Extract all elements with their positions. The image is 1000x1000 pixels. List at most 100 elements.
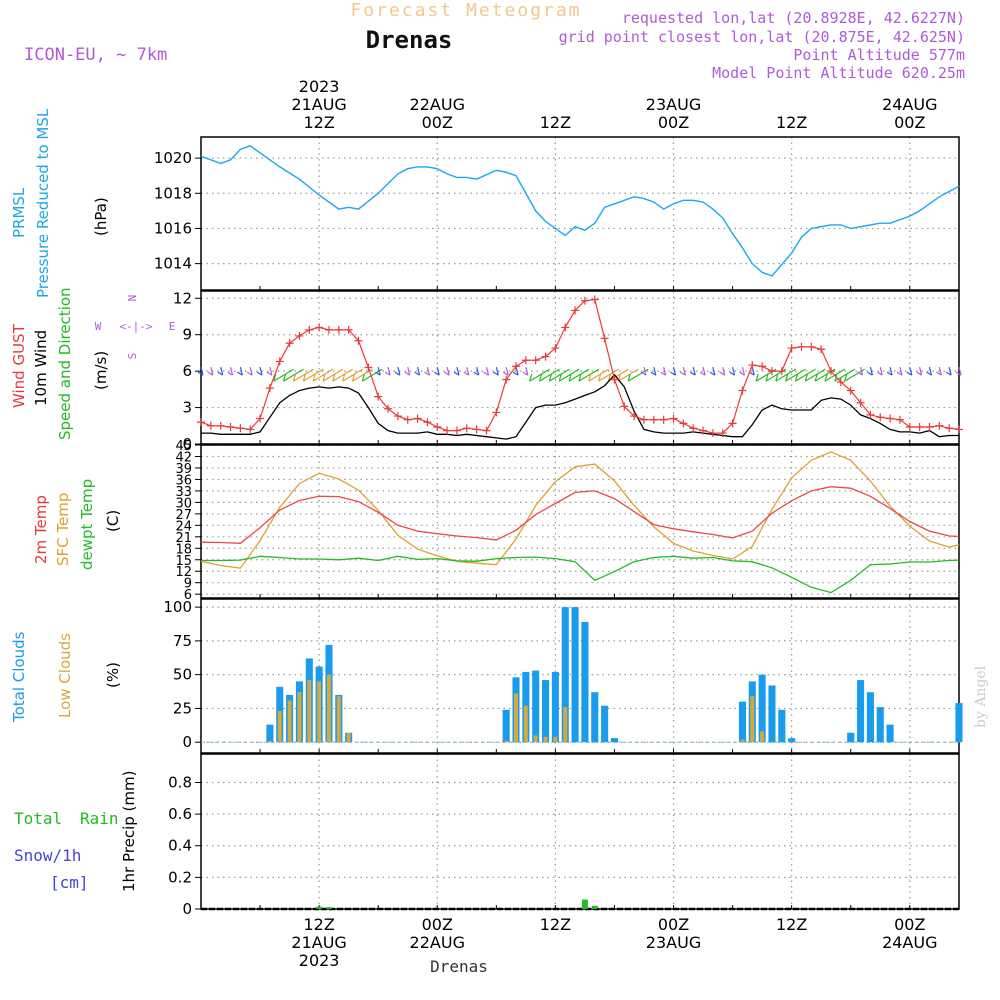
gust-marker xyxy=(305,325,314,334)
wind-arrow xyxy=(374,371,381,376)
y-tick-label: 39 xyxy=(175,462,192,477)
wind-barb xyxy=(558,373,562,382)
wind-arrow xyxy=(237,371,243,376)
wind-arrow xyxy=(269,366,273,376)
wind-arrow xyxy=(493,371,499,376)
wind-arrow xyxy=(259,366,263,376)
wind-arrow xyxy=(384,371,391,376)
t2m-line xyxy=(200,486,960,544)
wind-arrow xyxy=(525,366,529,376)
time-label-bottom: 12Z xyxy=(540,915,571,934)
wind-barb xyxy=(312,368,334,382)
total-cloud-bar xyxy=(876,707,884,743)
hpa-label: (hPa) xyxy=(92,197,110,236)
gust-marker xyxy=(817,345,826,354)
rain-bar xyxy=(326,907,332,909)
gust-marker xyxy=(541,352,550,361)
time-label-bottom: 21AUG xyxy=(291,933,346,952)
gust-marker xyxy=(728,419,737,428)
wind-barb xyxy=(361,373,365,382)
gust-marker xyxy=(256,414,265,423)
gust-marker xyxy=(630,412,639,421)
gust-marker xyxy=(324,325,333,334)
gust-marker xyxy=(384,404,393,413)
gust-marker xyxy=(275,357,284,366)
y-tick-label: 0.8 xyxy=(168,773,192,791)
y-tick-label: 42 xyxy=(175,450,192,465)
gust-marker xyxy=(512,362,521,371)
wind-barb xyxy=(578,373,582,382)
wind-arrow xyxy=(732,366,736,376)
gust-marker xyxy=(531,356,540,365)
total-cloud-bar xyxy=(266,724,274,743)
requested-coords: requested lon,lat (20.8928E, 42.6227N) xyxy=(622,9,965,27)
y-tick-label: 6 xyxy=(182,362,192,380)
gust-marker xyxy=(521,356,530,365)
gust-marker xyxy=(925,423,934,431)
wind-barb xyxy=(598,373,602,382)
wind-barb xyxy=(322,373,326,382)
dewpt-label: dewpt Temp xyxy=(78,479,96,570)
y-tick-label: 36 xyxy=(175,473,192,488)
total-cloud-bar xyxy=(542,680,550,743)
gust-marker xyxy=(718,429,727,438)
wind-arrow xyxy=(857,371,863,376)
low-cloud-bar xyxy=(760,731,765,743)
wind-arrow xyxy=(246,371,253,376)
time-label-top: 2023 xyxy=(299,77,340,96)
wind-arrow xyxy=(473,371,479,376)
credit-label: by Angel xyxy=(973,665,989,728)
time-label-top: 12Z xyxy=(303,113,334,132)
total-cloud-bar xyxy=(551,671,559,743)
gust-marker xyxy=(551,344,560,353)
wind-arrow xyxy=(909,366,913,376)
wind-arrow xyxy=(407,366,411,376)
gust-marker xyxy=(561,323,570,332)
time-label-top: 22AUG xyxy=(410,95,465,114)
total-cloud-bar xyxy=(768,685,776,743)
wind-barb xyxy=(283,373,287,382)
total-cloud-bar xyxy=(738,701,746,743)
gust-marker xyxy=(502,375,511,384)
gust-marker xyxy=(443,426,452,435)
gust-marker xyxy=(265,384,274,393)
total-label: Total xyxy=(14,809,62,828)
footer-location: Drenas xyxy=(430,957,488,976)
low-cloud-bar xyxy=(563,707,568,743)
wind-barb xyxy=(775,373,779,382)
gust-marker xyxy=(197,418,205,427)
wind-barb xyxy=(568,373,572,382)
gust-marker xyxy=(777,367,786,376)
y-tick-label: 30 xyxy=(175,496,192,511)
low-cloud-bar xyxy=(750,696,755,743)
y-tick-label: 33 xyxy=(175,485,192,500)
y-tick-label: 45 xyxy=(175,439,192,454)
gust-marker xyxy=(620,402,629,411)
sfc-temp-line xyxy=(200,451,960,569)
gust-marker xyxy=(767,367,776,376)
wind-arrow xyxy=(416,366,421,376)
wind-arrow xyxy=(217,371,223,376)
gust-marker xyxy=(748,361,757,370)
wind-barb xyxy=(322,368,344,382)
model-label: ICON-EU, ~ 7km xyxy=(24,45,167,65)
time-label-bottom: 22AUG xyxy=(410,933,465,952)
wind-arrow xyxy=(672,366,677,376)
y-tick-label: 6 xyxy=(184,588,192,603)
y-tick-label: 0.6 xyxy=(168,805,192,823)
wind-barb xyxy=(342,373,346,382)
total-cloud-bar xyxy=(532,670,540,743)
wind-arrow xyxy=(227,371,233,376)
wind-barb xyxy=(844,373,848,382)
time-label-bottom: 00Z xyxy=(658,915,689,934)
wind-speed-line xyxy=(201,373,959,440)
y-tick-label: 12 xyxy=(175,565,192,580)
wind-arrow xyxy=(443,371,450,376)
wind-arrow xyxy=(256,371,263,376)
gust-marker xyxy=(669,414,678,423)
gust-marker xyxy=(315,323,324,332)
gust-marker xyxy=(827,367,836,376)
wind-barb xyxy=(785,373,789,382)
wind-arrow xyxy=(680,371,686,376)
